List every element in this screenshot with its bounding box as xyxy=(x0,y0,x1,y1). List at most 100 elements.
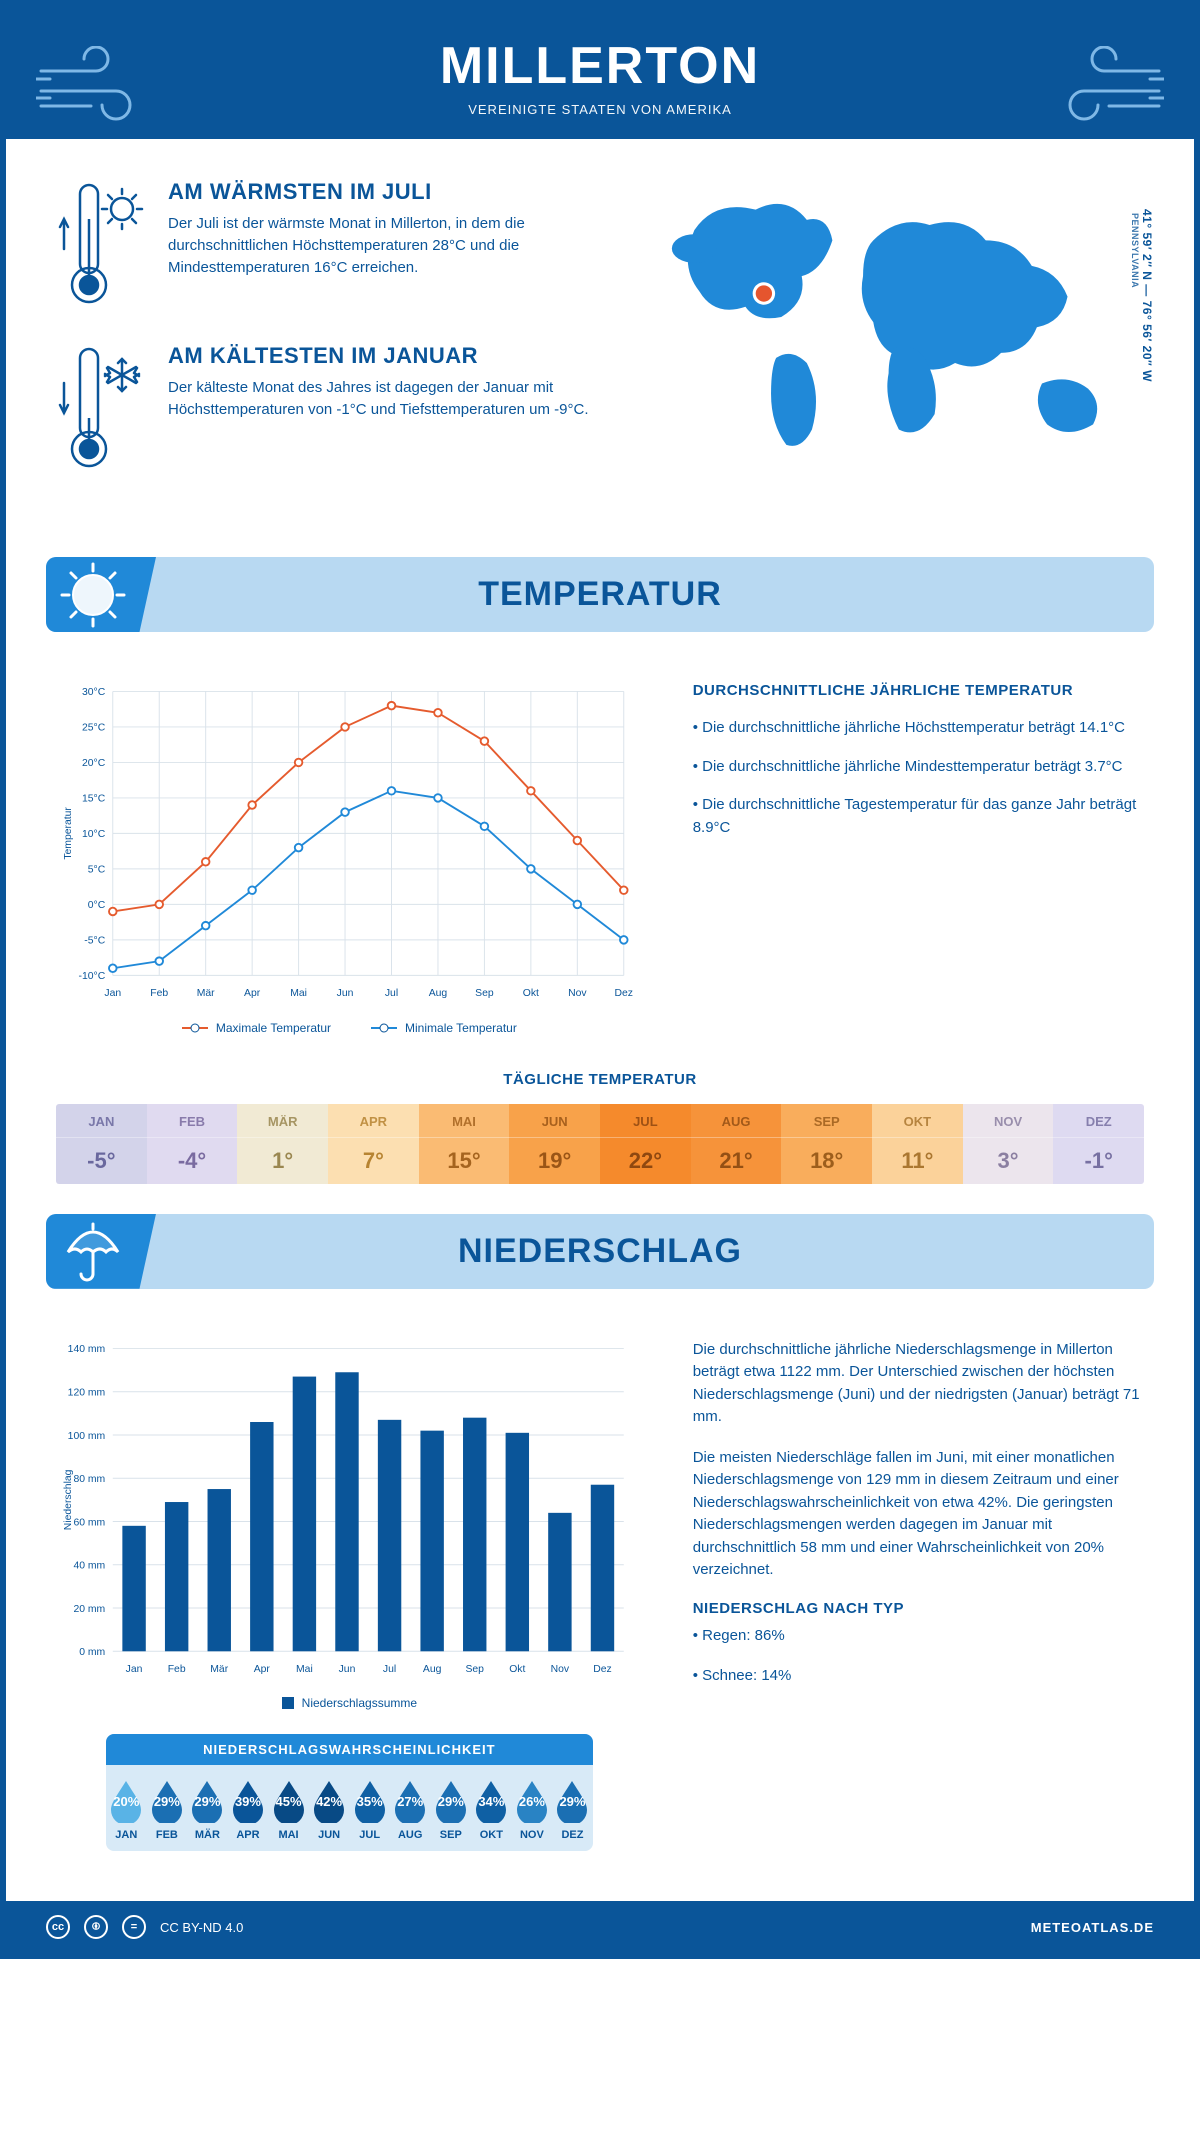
probability-cell: 29% FEB xyxy=(147,1765,188,1851)
thermometer-hot-icon xyxy=(56,179,146,309)
probability-cell: 29% MÄR xyxy=(187,1765,228,1851)
svg-text:5°C: 5°C xyxy=(88,865,106,876)
coldest-title: AM KÄLTESTEN IM JANUAR xyxy=(168,343,593,369)
svg-text:15°C: 15°C xyxy=(82,794,106,805)
precipitation-info: Die durchschnittliche jährliche Niedersc… xyxy=(693,1339,1144,1892)
svg-text:Jan: Jan xyxy=(126,1664,143,1675)
svg-text:Aug: Aug xyxy=(423,1664,442,1675)
daily-temp-cell: AUG21° xyxy=(691,1104,782,1184)
coldest-text: Der kälteste Monat des Jahres ist dagege… xyxy=(168,377,593,421)
svg-text:Okt: Okt xyxy=(523,988,539,999)
location-subtitle: VEREINIGTE STAATEN VON AMERIKA xyxy=(26,102,1174,117)
daily-temp-cell: JUN19° xyxy=(509,1104,600,1184)
svg-text:Temperatur: Temperatur xyxy=(63,807,74,860)
daily-temp-title: TÄGLICHE TEMPERATUR xyxy=(6,1071,1194,1088)
probability-cell: 26% NOV xyxy=(512,1765,553,1851)
warmest-title: AM WÄRMSTEN IM JULI xyxy=(168,179,593,205)
svg-text:25°C: 25°C xyxy=(82,723,106,734)
svg-text:Dez: Dez xyxy=(593,1664,611,1675)
cc-icon: cc xyxy=(46,1915,70,1939)
svg-text:Sep: Sep xyxy=(475,988,494,999)
daily-temp-cell: NOV3° xyxy=(963,1104,1054,1184)
svg-text:Jun: Jun xyxy=(339,1664,356,1675)
infographic-page: MILLERTON VEREINIGTE STAATEN VON AMERIKA… xyxy=(0,0,1200,1959)
warmest-text: Der Juli ist der wärmste Monat in Miller… xyxy=(168,213,593,278)
svg-text:Dez: Dez xyxy=(615,988,633,999)
svg-text:60 mm: 60 mm xyxy=(73,1517,105,1528)
daily-temp-cell: FEB-4° xyxy=(147,1104,238,1184)
precipitation-heading: NIEDERSCHLAG xyxy=(46,1232,1154,1271)
svg-text:0 mm: 0 mm xyxy=(79,1647,105,1658)
svg-text:Feb: Feb xyxy=(168,1664,186,1675)
svg-text:Jul: Jul xyxy=(385,988,398,999)
svg-text:Mai: Mai xyxy=(296,1664,313,1675)
svg-text:-5°C: -5°C xyxy=(84,936,105,947)
probability-cell: 42% JUN xyxy=(309,1765,350,1851)
thermometer-cold-icon xyxy=(56,343,146,473)
daily-temp-cell: DEZ-1° xyxy=(1053,1104,1144,1184)
probability-cell: 20% JAN xyxy=(106,1765,147,1851)
svg-text:Jul: Jul xyxy=(383,1664,396,1675)
by-icon: 🅯 xyxy=(84,1915,108,1939)
temperature-banner: TEMPERATUR xyxy=(46,557,1154,632)
daily-temp-cell: JAN-5° xyxy=(56,1104,147,1184)
svg-text:20°C: 20°C xyxy=(82,758,106,769)
svg-text:80 mm: 80 mm xyxy=(73,1474,105,1485)
svg-text:20 mm: 20 mm xyxy=(73,1604,105,1615)
precipitation-legend: Niederschlagssumme xyxy=(56,1696,643,1710)
svg-text:Nov: Nov xyxy=(551,1664,570,1675)
daily-temp-cell: OKT11° xyxy=(872,1104,963,1184)
svg-text:120 mm: 120 mm xyxy=(68,1387,106,1398)
probability-cell: 39% APR xyxy=(228,1765,269,1851)
probability-cell: 29% SEP xyxy=(431,1765,472,1851)
brand-text: METEOATLAS.DE xyxy=(1031,1920,1154,1935)
temperature-legend: Maximale Temperatur Minimale Temperatur xyxy=(56,1021,643,1035)
svg-text:Feb: Feb xyxy=(150,988,168,999)
svg-text:Niederschlag: Niederschlag xyxy=(63,1469,74,1530)
svg-text:40 mm: 40 mm xyxy=(73,1560,105,1571)
probability-cell: 45% MAI xyxy=(268,1765,309,1851)
svg-text:0°C: 0°C xyxy=(88,900,106,911)
svg-text:30°C: 30°C xyxy=(82,687,106,698)
umbrella-icon xyxy=(58,1216,128,1286)
daily-temp-cell: APR7° xyxy=(328,1104,419,1184)
svg-text:Mai: Mai xyxy=(290,988,307,999)
warmest-fact: AM WÄRMSTEN IM JULI Der Juli ist der wär… xyxy=(56,179,593,309)
temperature-heading: TEMPERATUR xyxy=(46,575,1154,614)
svg-text:10°C: 10°C xyxy=(82,829,106,840)
svg-text:140 mm: 140 mm xyxy=(68,1344,106,1355)
svg-text:-10°C: -10°C xyxy=(79,971,106,982)
license-text: CC BY-ND 4.0 xyxy=(160,1920,243,1935)
svg-text:Apr: Apr xyxy=(244,988,261,999)
daily-temp-cell: MAI15° xyxy=(419,1104,510,1184)
svg-text:100 mm: 100 mm xyxy=(68,1430,106,1441)
temperature-info: DURCHSCHNITTLICHE JÄHRLICHE TEMPERATUR •… xyxy=(693,682,1144,1035)
svg-text:Nov: Nov xyxy=(568,988,587,999)
svg-text:Mär: Mär xyxy=(210,1664,228,1675)
svg-text:Jan: Jan xyxy=(104,988,121,999)
location-title: MILLERTON xyxy=(26,36,1174,96)
svg-text:Okt: Okt xyxy=(509,1664,525,1675)
daily-temp-cell: JUL22° xyxy=(600,1104,691,1184)
probability-cell: 27% AUG xyxy=(390,1765,431,1851)
temperature-chart: -10°C -5°C 0°C 5°C 10°C 15°C 20°C 25°C 30°C Jan Fe… xyxy=(56,682,643,1035)
daily-temp-cell: SEP18° xyxy=(781,1104,872,1184)
svg-text:Jun: Jun xyxy=(337,988,354,999)
precipitation-chart: 0 mm 20 mm 40 mm 60 mm 80 mm 100 mm 120 mm 140 … xyxy=(56,1339,643,1892)
precipitation-banner: NIEDERSCHLAG xyxy=(46,1214,1154,1289)
footer: cc 🅯 = CC BY-ND 4.0 METEOATLAS.DE xyxy=(6,1901,1194,1953)
nd-icon: = xyxy=(122,1915,146,1939)
intro-section: AM WÄRMSTEN IM JULI Der Juli ist der wär… xyxy=(6,139,1194,537)
sun-icon xyxy=(58,560,128,630)
probability-cell: 35% JUL xyxy=(349,1765,390,1851)
header: MILLERTON VEREINIGTE STAATEN VON AMERIKA xyxy=(6,6,1194,139)
daily-temp-table: JAN-5°FEB-4°MÄR1°APR7°MAI15°JUN19°JUL22°… xyxy=(56,1104,1144,1184)
probability-box: NIEDERSCHLAGSWAHRSCHEINLICHKEIT 20% JAN … xyxy=(106,1734,593,1851)
probability-cell: 29% DEZ xyxy=(552,1765,593,1851)
coordinates: 41° 59′ 2″ N — 76° 56′ 20″ W PENNSYLVANI… xyxy=(1130,209,1154,382)
svg-text:Mär: Mär xyxy=(197,988,215,999)
probability-cell: 34% OKT xyxy=(471,1765,512,1851)
svg-text:Aug: Aug xyxy=(429,988,448,999)
svg-text:Apr: Apr xyxy=(254,1664,271,1675)
daily-temp-cell: MÄR1° xyxy=(237,1104,328,1184)
